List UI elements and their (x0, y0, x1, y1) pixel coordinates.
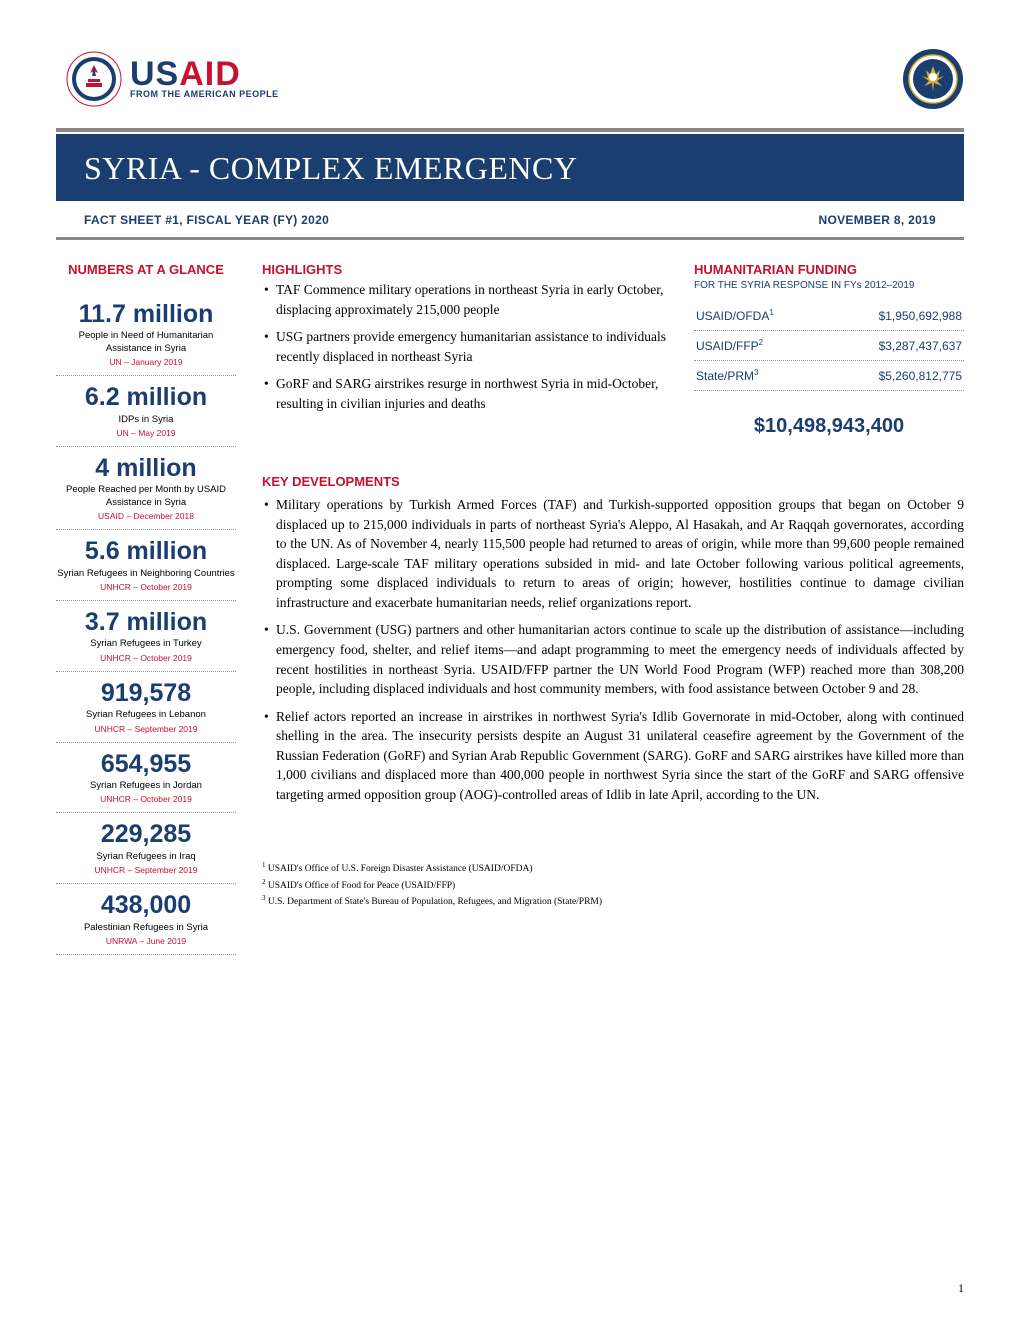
usaid-suffix: AID (179, 55, 241, 93)
stat-block: 919,578 Syrian Refugees in Lebanon UNHCR… (56, 672, 236, 743)
page-title: SYRIA - COMPLEX EMERGENCY (84, 150, 936, 187)
stat-desc: People Reached per Month by USAID Assist… (56, 484, 236, 509)
funding-total: $10,498,943,400 (694, 415, 964, 438)
stat-desc: Syrian Refugees in Lebanon (56, 709, 236, 721)
highlight-item: USG partners provide emergency humanitar… (262, 327, 668, 366)
funding-label: USAID/FFP2 (696, 338, 763, 353)
funding-column: HUMANITARIAN FUNDING FOR THE SYRIA RESPO… (694, 262, 964, 438)
stat-block: 11.7 million People in Need of Humanitar… (56, 293, 236, 376)
stat-value: 11.7 million (56, 301, 236, 329)
subtitle-bar: FACT SHEET #1, FISCAL YEAR (FY) 2020 NOV… (56, 203, 964, 240)
footnote: 2 USAID's Office of Food for Peace (USAI… (262, 877, 964, 893)
footnotes: 1 USAID's Office of U.S. Foreign Disaste… (262, 860, 964, 909)
stat-block: 438,000 Palestinian Refugees in Syria UN… (56, 884, 236, 955)
funding-amount: $3,287,437,637 (879, 339, 962, 353)
highlights-column: HIGHLIGHTS TAF Commence military operati… (262, 262, 668, 438)
highlights-title: HIGHLIGHTS (262, 262, 668, 277)
stat-source: UNHCR – September 2019 (56, 724, 236, 734)
stat-value: 6.2 million (56, 384, 236, 412)
stat-desc: People in Need of Humanitarian Assistanc… (56, 330, 236, 355)
usaid-seal-icon (66, 51, 122, 107)
footnote: 3 U.S. Department of State's Bureau of P… (262, 893, 964, 909)
stat-source: UNHCR – October 2019 (56, 653, 236, 663)
numbers-title: NUMBERS AT A GLANCE (56, 262, 236, 279)
stat-source: UNHCR – September 2019 (56, 865, 236, 875)
stat-source: UN – January 2019 (56, 357, 236, 367)
header-logos: USAID FROM THE AMERICAN PEOPLE (56, 48, 964, 110)
stat-value: 5.6 million (56, 538, 236, 566)
stat-value: 4 million (56, 455, 236, 483)
stat-block: 229,285 Syrian Refugees in Iraq UNHCR – … (56, 813, 236, 884)
usaid-tagline: FROM THE AMERICAN PEOPLE (130, 89, 279, 99)
funding-row: USAID/FFP2 $3,287,437,637 (694, 331, 964, 361)
stat-block: 4 million People Reached per Month by US… (56, 447, 236, 530)
highlight-item: TAF Commence military operations in nort… (262, 280, 668, 319)
funding-title: HUMANITARIAN FUNDING (694, 262, 964, 277)
funding-subtitle: FOR THE SYRIA RESPONSE IN FYs 2012–2019 (694, 280, 964, 291)
stat-block: 3.7 million Syrian Refugees in Turkey UN… (56, 601, 236, 672)
key-dev-list: Military operations by Turkish Armed For… (262, 495, 964, 804)
funding-amount: $1,950,692,988 (879, 309, 962, 323)
numbers-column: NUMBERS AT A GLANCE 11.7 million People … (56, 262, 236, 955)
divider-top (56, 128, 964, 132)
title-bar: SYRIA - COMPLEX EMERGENCY (56, 134, 964, 201)
stat-value: 654,955 (56, 751, 236, 779)
usaid-prefix: US (130, 55, 179, 93)
stat-desc: IDPs in Syria (56, 414, 236, 426)
stat-value: 919,578 (56, 680, 236, 708)
usaid-wordmark: USAID (130, 59, 279, 90)
stat-source: UN – May 2019 (56, 428, 236, 438)
date-label: NOVEMBER 8, 2019 (818, 213, 936, 227)
footnote: 1 USAID's Office of U.S. Foreign Disaste… (262, 860, 964, 876)
fact-sheet-label: FACT SHEET #1, FISCAL YEAR (FY) 2020 (84, 213, 329, 227)
stat-desc: Syrian Refugees in Turkey (56, 638, 236, 650)
highlight-item: GoRF and SARG airstrikes resurge in nort… (262, 374, 668, 413)
stat-source: UNHCR – October 2019 (56, 582, 236, 592)
funding-label: State/PRM3 (696, 368, 758, 383)
stat-source: UNHCR – October 2019 (56, 794, 236, 804)
stat-value: 229,285 (56, 821, 236, 849)
funding-row: State/PRM3 $5,260,812,775 (694, 361, 964, 391)
page-number: 1 (958, 1281, 964, 1296)
stat-value: 3.7 million (56, 609, 236, 637)
stat-source: USAID – December 2018 (56, 511, 236, 521)
highlights-list: TAF Commence military operations in nort… (262, 280, 668, 413)
stat-source: UNRWA – June 2019 (56, 936, 236, 946)
stat-desc: Syrian Refugees in Iraq (56, 851, 236, 863)
stat-value: 438,000 (56, 892, 236, 920)
state-dept-seal-icon (902, 48, 964, 110)
stat-desc: Palestinian Refugees in Syria (56, 922, 236, 934)
key-developments-section: KEY DEVELOPMENTS Military operations by … (262, 474, 964, 812)
funding-label: USAID/OFDA1 (696, 308, 774, 323)
funding-amount: $5,260,812,775 (879, 369, 962, 383)
usaid-logo: USAID FROM THE AMERICAN PEOPLE (66, 51, 279, 107)
stat-desc: Syrian Refugees in Neighboring Countries (56, 568, 236, 580)
key-dev-item: Military operations by Turkish Armed For… (262, 495, 964, 612)
key-dev-item: U.S. Government (USG) partners and other… (262, 620, 964, 698)
stat-desc: Syrian Refugees in Jordan (56, 780, 236, 792)
stat-block: 6.2 million IDPs in Syria UN – May 2019 (56, 376, 236, 447)
key-dev-title: KEY DEVELOPMENTS (262, 474, 964, 489)
stat-block: 5.6 million Syrian Refugees in Neighbori… (56, 530, 236, 601)
stat-block: 654,955 Syrian Refugees in Jordan UNHCR … (56, 743, 236, 814)
key-dev-item: Relief actors reported an increase in ai… (262, 707, 964, 805)
funding-row: USAID/OFDA1 $1,950,692,988 (694, 301, 964, 331)
